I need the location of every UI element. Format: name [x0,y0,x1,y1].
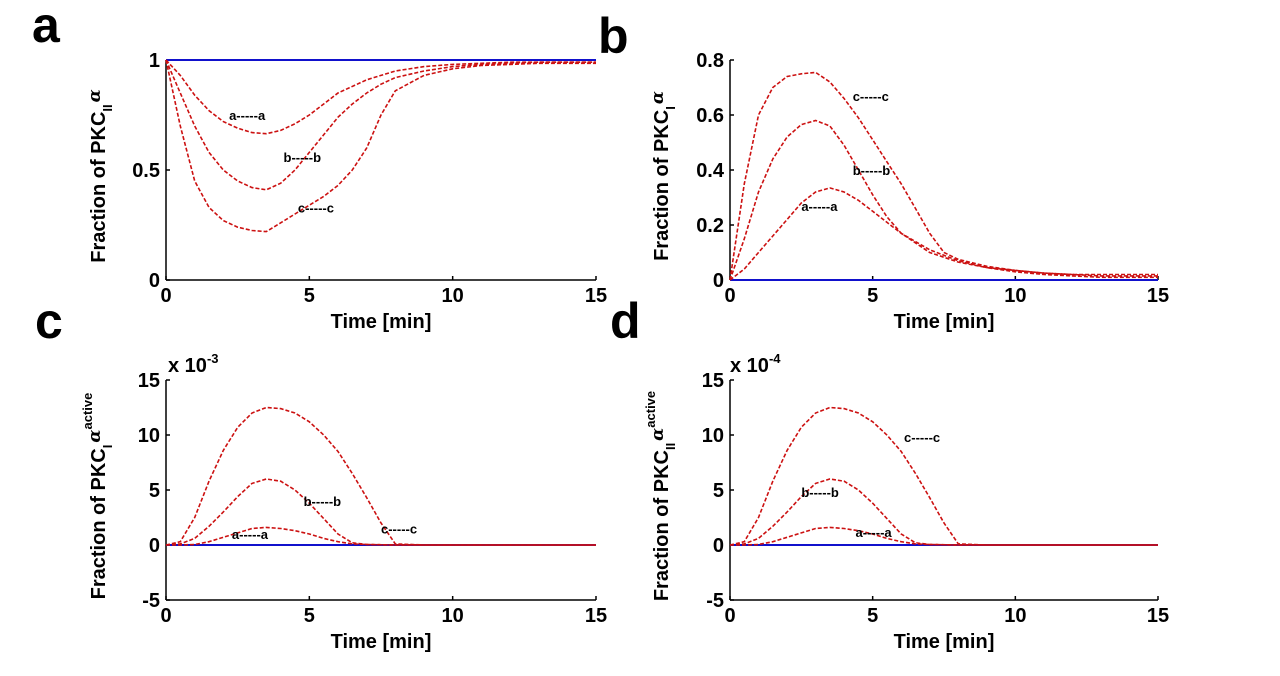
curve-annotation: c-----c [298,200,334,215]
x-tick-label: 5 [867,285,878,307]
curve-annotation: b-----b [853,163,891,178]
x-tick-label: 10 [442,605,464,627]
x-tick-label: 0 [724,605,735,627]
y-axis-label-base: Fraction of PKC [88,448,110,599]
x-tick-label: 0 [160,605,171,627]
y-tick-label: 10 [702,425,724,447]
axis-multiplier-exp: -3 [207,351,219,366]
series-line-3 [729,71,1158,281]
axis-multiplier-base: x 10 [730,355,769,377]
x-axis-label: Time [min] [894,631,995,653]
series-line-2 [729,478,1158,546]
y-axis-label-base: Fraction of PKC [651,450,673,601]
axis-multiplier: x 10-4 [730,351,781,377]
curve-annotation: a-----a [801,199,838,214]
y-tick-label: 0.4 [696,160,725,182]
panel-b: b 0 5 10 15 0 0.2 0.4 0.6 0.8 Time [min] Fraction o… [598,8,1169,333]
series-line-1 [165,59,596,135]
y-tick-label: 5 [713,480,724,502]
x-tick-label: 5 [304,605,315,627]
curve-annotation: a-----a [229,108,266,123]
y-axis-label-greek: α [85,89,105,102]
curve-annotation: b-----b [284,150,322,165]
y-tick-label: 1 [149,50,160,72]
y-axis-label-sub: I [663,106,678,110]
y-tick-label: 15 [702,370,724,392]
y-axis-label-base: Fraction of PKC [651,110,673,261]
y-tick-label: 0.2 [696,215,724,237]
panel-label: c [35,293,63,349]
panel-label: b [598,8,629,64]
y-axis-label-sup: active [643,391,658,428]
series-line-2 [165,59,596,191]
axis-multiplier: x 10-3 [168,351,219,377]
y-axis-label-base: Fraction of PKC [88,112,110,263]
x-tick-label: 0 [724,285,735,307]
panel-label: d [610,293,641,349]
series-line-3 [165,406,596,546]
panel-label: a [32,0,61,53]
x-axis-label: Time [min] [331,631,432,653]
y-tick-label: 5 [149,480,160,502]
y-tick-label: 0.8 [696,50,724,72]
y-axis-label-greek: α [85,430,105,443]
panel-a: a 0 5 10 15 0 0.5 1 Time [min] Fraction of PKCII α… [32,0,607,333]
series-line-3 [729,406,1158,546]
y-tick-label: 15 [138,370,160,392]
y-axis-label-greek: α [648,91,668,104]
y-axis-label: Fraction of PKCIαactive [80,393,115,600]
series-line-1 [729,187,1158,281]
y-tick-label: 10 [138,425,160,447]
x-tick-label: 15 [1147,285,1169,307]
curve-annotation: c-----c [381,522,417,537]
x-tick-label: 5 [867,605,878,627]
curve-annotation: a-----a [232,527,269,542]
y-tick-label: -5 [706,590,724,612]
y-axis-label-sup: active [80,393,95,430]
curve-annotation: c-----c [904,430,940,445]
y-axis-label: Fraction of PKCII α [85,89,115,262]
y-tick-label: 0 [713,270,724,292]
curve-annotation: b-----b [801,485,839,500]
x-tick-label: 10 [1004,605,1026,627]
y-tick-label: -5 [142,590,160,612]
x-tick-label: 10 [1004,285,1026,307]
series-line-1 [730,526,1158,546]
y-tick-label: 0 [149,535,160,557]
y-axis-label-sub: II [663,443,678,450]
x-tick-label: 15 [585,285,607,307]
axis-multiplier-base: x 10 [168,355,207,377]
x-axis-label: Time [min] [331,311,432,333]
y-tick-label: 0 [713,535,724,557]
x-tick-label: 15 [585,605,607,627]
y-axis-label: Fraction of PKCIα [648,91,678,261]
curve-annotation: b-----b [304,494,342,509]
curve-annotation: c-----c [853,89,889,104]
y-axis-label: Fraction of PKCII αactive [643,391,678,601]
x-tick-label: 5 [304,285,315,307]
x-tick-label: 10 [442,285,464,307]
y-tick-label: 0 [149,270,160,292]
x-tick-label: 15 [1147,605,1169,627]
x-axis-label: Time [min] [894,311,995,333]
x-tick-label: 0 [160,285,171,307]
y-tick-label: 0.6 [696,105,724,127]
y-axis-label-sub: II [100,104,115,111]
y-axis-label-greek: α [648,428,668,441]
y-axis-label-sub: I [100,445,115,449]
y-tick-label: 0.5 [132,160,160,182]
curve-annotation: a-----a [856,525,893,540]
series-line-3 [165,59,596,233]
axis-multiplier-exp: -4 [769,351,781,366]
